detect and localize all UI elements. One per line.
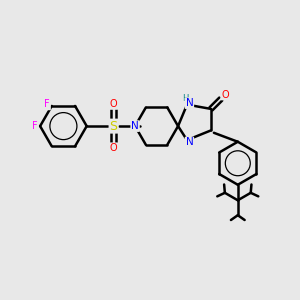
Text: N: N xyxy=(185,98,193,108)
Text: O: O xyxy=(221,90,229,100)
Text: O: O xyxy=(110,143,117,153)
Text: N: N xyxy=(131,121,139,131)
Text: F: F xyxy=(32,121,38,131)
Text: S: S xyxy=(110,120,118,133)
Text: F: F xyxy=(44,99,50,110)
Text: H: H xyxy=(182,94,189,103)
Text: N: N xyxy=(185,137,193,148)
Text: O: O xyxy=(110,99,117,109)
